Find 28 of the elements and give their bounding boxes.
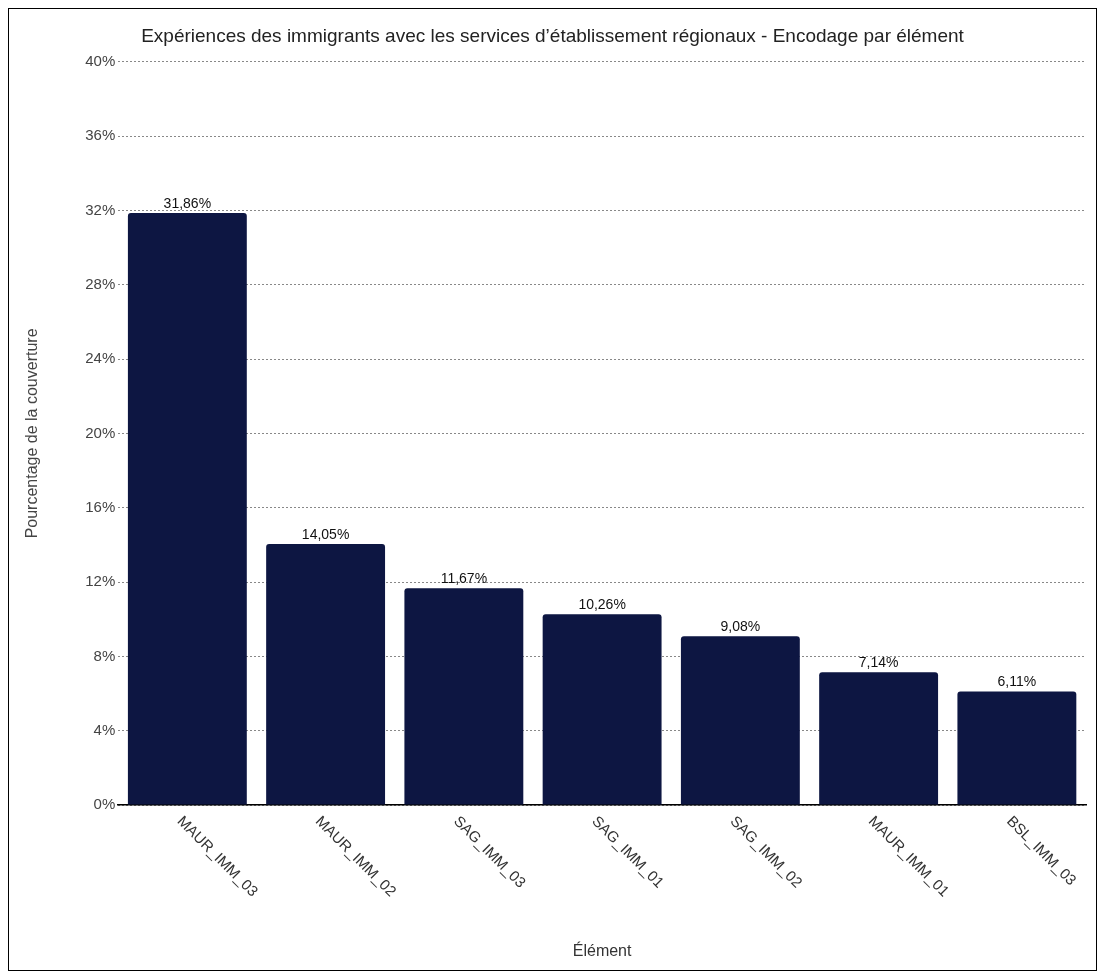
bar (127, 213, 247, 805)
y-tick-label: 28% (85, 274, 116, 292)
y-tick-label: 40% (85, 51, 116, 69)
chart-title: Expériences des immigrants avec les services d’établissement régionaux - Encodage par élément (141, 24, 965, 46)
y-tick-label: 20% (85, 423, 116, 441)
bar (542, 614, 662, 805)
x-axis-title: Élément (572, 941, 633, 959)
bar (266, 543, 386, 805)
y-tick-label: 36% (85, 126, 116, 144)
data-label: 14,05% (301, 525, 350, 542)
bar (957, 691, 1077, 805)
y-tick-label: 8% (93, 646, 116, 664)
bar (680, 636, 800, 805)
data-label: 31,86% (163, 194, 212, 211)
y-tick-label: 16% (85, 497, 116, 515)
bar (404, 588, 524, 805)
y-tick-label: 32% (85, 200, 116, 218)
data-label: 7,14% (858, 654, 899, 671)
data-label: 6,11% (997, 673, 1037, 690)
data-label: 11,67% (440, 570, 488, 587)
y-tick-label: 24% (85, 349, 116, 367)
y-tick-label: 0% (93, 795, 116, 813)
y-axis-title: Pourcentage de la couverture (23, 328, 41, 539)
y-tick-label: 4% (93, 720, 116, 738)
data-label: 9,08% (720, 618, 761, 635)
y-tick-label: 12% (85, 572, 116, 590)
data-label: 10,26% (578, 596, 626, 613)
bar (819, 672, 939, 805)
